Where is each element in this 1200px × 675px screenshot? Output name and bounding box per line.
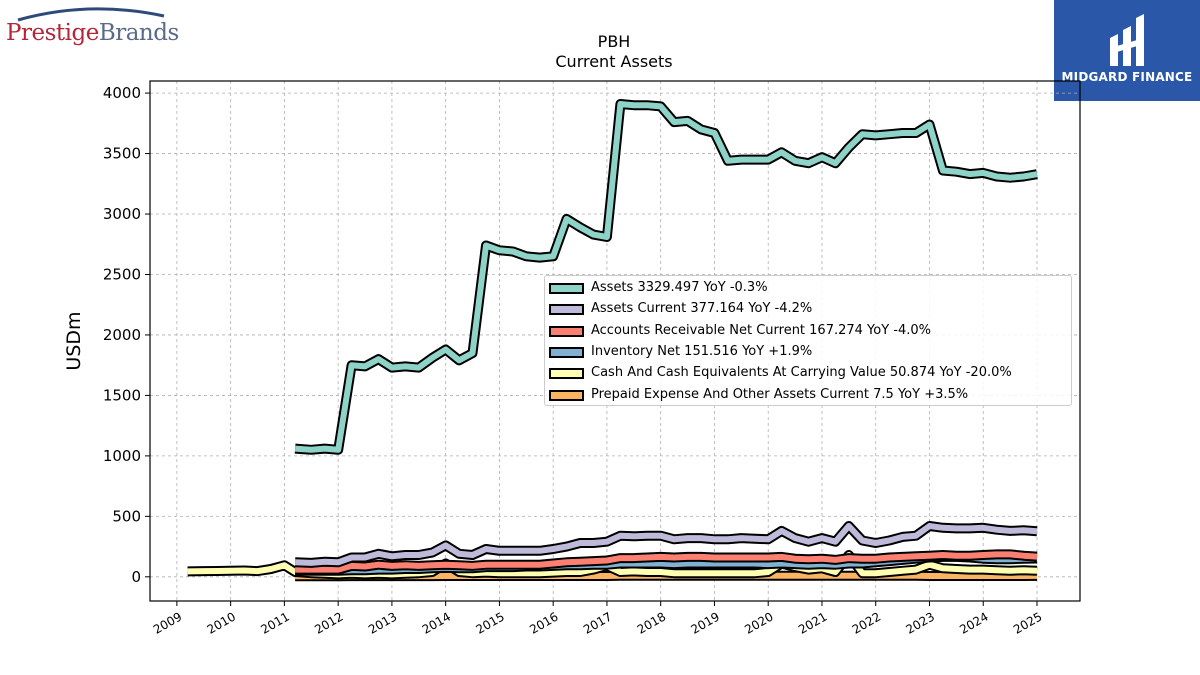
x-tick-label: 2017 [581,609,614,636]
legend-item: Prepaid Expense And Other Assets Current… [545,387,1071,407]
x-tick-label: 2016 [527,609,560,636]
y-tick-label: 4000 [103,84,141,102]
y-tick-label: 0 [131,568,141,586]
legend-swatch [549,304,584,316]
legend-item: Assets 3329.497 YoY -0.3% [545,280,1071,300]
legend-label: Assets 3329.497 YoY -0.3% [591,280,768,295]
x-tick-label: 2020 [742,609,775,636]
legend-label: Cash And Cash Equivalents At Carrying Va… [591,365,1012,381]
x-tick-label: 2018 [635,609,668,636]
x-tick-label: 2019 [688,609,721,636]
y-tick-label: 3000 [103,205,141,223]
x-tick-label: 2015 [473,609,506,636]
legend-item: Assets Current 377.164 YoY -4.2% [545,301,1071,321]
x-tick-label: 2025 [1011,609,1044,636]
legend-label: Prepaid Expense And Other Assets Current… [591,386,969,402]
x-tick-label: 2009 [151,609,184,636]
x-tick-label: 2010 [205,609,238,636]
y-axis-label: USDm [63,311,85,370]
legend-item: Accounts Receivable Net Current 167.274 … [545,323,1071,343]
y-tick-label: 1000 [103,447,141,465]
midgard-finance-logo: MIDGARD FINANCE [1054,0,1200,101]
x-tick-label: 2011 [258,609,291,636]
x-tick-label: 2012 [312,609,345,636]
series-line-1 [294,521,1038,568]
legend-swatch [549,346,584,358]
legend-swatch [549,283,584,294]
legend-swatch [549,368,584,380]
chart-legend: Assets 3329.497 YoY -0.3% Assets Current … [544,275,1072,406]
x-tick-label: 2014 [420,609,453,636]
legend-label: Accounts Receivable Net Current 167.274 … [591,322,932,338]
plot-frame [149,80,1081,602]
x-tick-label: 2023 [904,609,937,636]
legend-item: Inventory Net 151.516 YoY +1.9% [545,344,1071,364]
series-stroke [294,101,1038,453]
legend-swatch [549,325,584,337]
series-group [187,99,1038,582]
prestige-brands-logo: PrestigeBrands [4,4,179,48]
x-tick-label: 2022 [850,609,883,636]
x-tick-label: 2024 [957,609,990,636]
y-axis: 0 500 1000 1500 2000 2500 3000 3500 4000 [103,84,150,586]
series-line-0 [294,99,1038,455]
series-line-2 [295,549,1038,575]
logo-text-brands: Brands [98,20,179,46]
legend-label: Inventory Net 151.516 YoY +1.9% [591,343,813,359]
y-tick-label: 500 [112,507,141,525]
y-tick-label: 3500 [103,145,141,163]
publisher-name: MIDGARD FINANCE [1061,70,1193,84]
legend-label: Assets Current 377.164 YoY -4.2% [591,301,813,317]
y-tick-label: 1500 [103,386,141,404]
series-stroke [294,523,1038,566]
y-tick-label: 2500 [103,265,141,283]
x-tick-label: 2021 [796,609,829,636]
x-axis: 2009 2010 2011 2012 2013 2014 2015 2016 2017 2018… [151,601,1044,637]
midgard-emblem-icon [1110,14,1144,66]
legend-swatch [549,389,584,401]
logo-text-prestige: Prestige [6,20,99,46]
chart-subtitle: Current Assets [555,52,673,71]
series-stroke [295,551,1038,573]
legend-item: Cash And Cash Equivalents At Carrying Va… [545,365,1071,385]
chart-title: PBH [597,32,631,51]
y-tick-label: 2000 [103,326,141,344]
x-tick-label: 2013 [366,609,399,636]
